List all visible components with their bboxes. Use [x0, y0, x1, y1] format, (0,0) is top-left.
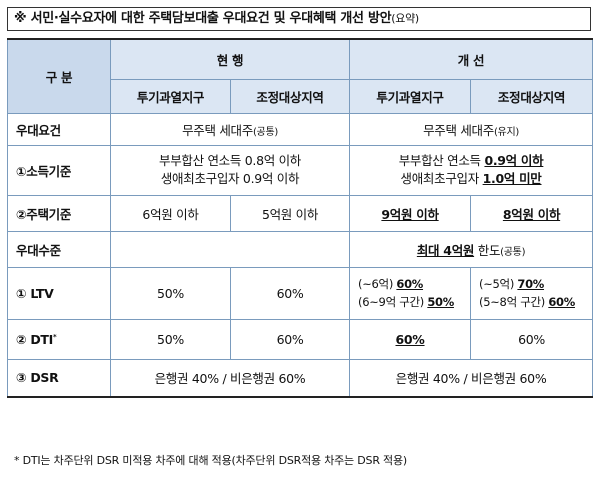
house-current-adjustment: 5억원 이하: [229, 194, 351, 232]
header-improved-adjustment: 조정대상지역: [470, 78, 594, 114]
dti-current-adjustment: 60%: [229, 318, 351, 360]
dti-improved-adjustment: 60%: [470, 318, 594, 360]
house-improved-speculation: 9억원 이하: [349, 194, 472, 232]
row-level: 우대수준 최대 4억원 한도(공통): [7, 230, 594, 268]
row-dti: ② DTI* 50% 60% 60% 60%: [7, 318, 594, 360]
row-label: ②주택기준: [7, 194, 111, 232]
ltv-current-adjustment: 60%: [229, 266, 351, 320]
header-category: 구 분: [7, 38, 111, 114]
income-improved: 부부합산 연소득 0.9억 이하 생애최초구입자 1.0억 미만: [349, 144, 594, 196]
house-current-speculation: 6억원 이하: [110, 194, 231, 232]
house-improved-adjustment: 8억원 이하: [470, 194, 594, 232]
row-requirement: 우대요건 무주택 세대주(공통) 무주택 세대주(유지): [7, 112, 594, 146]
row-income: ①소득기준 부부합산 연소득 0.8억 이하 생애최초구입자 0.9억 이하 부…: [7, 144, 594, 196]
ltv-improved-adjustment: (~5억) 70% (5~8억 구간) 60%: [470, 266, 594, 320]
level-current: [109, 230, 351, 268]
header-improved-speculation: 투기과열지구: [349, 78, 472, 114]
row-label: ①소득기준: [7, 144, 111, 196]
title-suffix: (요약): [391, 12, 419, 25]
header-current: 현 행: [109, 38, 351, 80]
ltv-current-speculation: 50%: [110, 266, 231, 320]
row-house: ②주택기준 6억원 이하 5억원 이하 9억원 이하 8억원 이하: [7, 194, 594, 232]
row-dsr: ③ DSR 은행권 40% / 비은행권 60% 은행권 40% / 비은행권 …: [7, 358, 594, 398]
dsr-improved: 은행권 40% / 비은행권 60%: [349, 358, 594, 398]
ltv-improved-speculation: (~6억) 60% (6~9억 구간) 50%: [349, 266, 472, 320]
row-label: ② DTI*: [7, 318, 111, 360]
title-main: ※ 서민·실수요자에 대한 주택담보대출 우대요건 및 우대혜택 개선 방안: [14, 11, 392, 26]
requirement-improved: 무주택 세대주(유지): [349, 112, 594, 146]
row-label: 우대수준: [7, 230, 111, 268]
dti-current-speculation: 50%: [110, 318, 231, 360]
header-improved: 개 선: [349, 38, 594, 80]
dti-improved-speculation: 60%: [349, 318, 472, 360]
row-ltv: ① LTV 50% 60% (~6억) 60% (6~9억 구간) 50% (~…: [7, 266, 594, 320]
header-current-adjustment: 조정대상지역: [229, 78, 351, 114]
row-label: ③ DSR: [7, 358, 111, 398]
requirement-current: 무주택 세대주(공통): [109, 112, 351, 146]
income-current: 부부합산 연소득 0.8억 이하 생애최초구입자 0.9억 이하: [109, 144, 351, 196]
page-title: ※ 서민·실수요자에 대한 주택담보대출 우대요건 및 우대혜택 개선 방안(요…: [7, 7, 591, 31]
row-label: 우대요건: [7, 112, 111, 146]
row-label: ① LTV: [7, 266, 111, 320]
header-current-speculation: 투기과열지구: [110, 78, 231, 114]
comparison-table: 구 분 현 행 개 선 투기과열지구 조정대상지역 투기과열지구 조정대상지역 …: [7, 38, 594, 398]
level-improved: 최대 4억원 한도(공통): [349, 230, 594, 268]
dsr-current: 은행권 40% / 비은행권 60%: [109, 358, 351, 398]
footnote: * DTI는 차주단위 DSR 미적용 차주에 대해 적용(차주단위 DSR적용…: [14, 454, 407, 467]
